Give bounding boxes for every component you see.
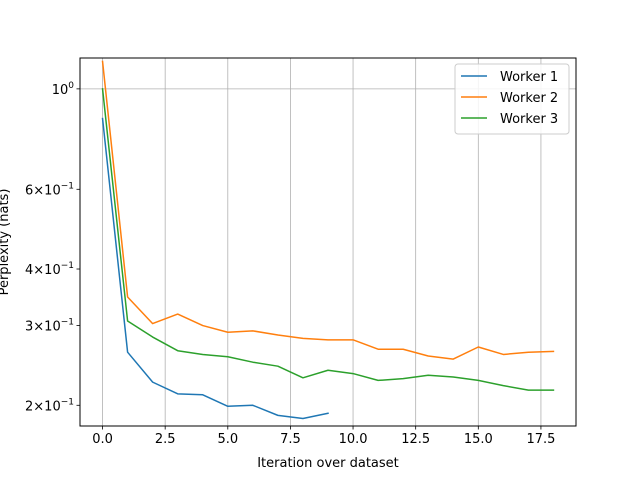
x-tick-label: 10.0 — [339, 432, 368, 447]
x-axis-label: Iteration over dataset — [257, 456, 399, 471]
x-tick-label: 15.0 — [464, 432, 493, 447]
y-tick-label: 3×10−1 — [25, 318, 74, 335]
legend-label: Worker 2 — [500, 91, 558, 106]
y-tick-label: 2×10−1 — [25, 397, 74, 414]
y-axis-label: Perplexity (nats) — [0, 189, 12, 296]
x-tick-label: 2.5 — [155, 432, 176, 447]
y-tick-label: 100 — [52, 81, 75, 98]
x-tick-label: 17.5 — [526, 432, 555, 447]
series-line-worker-1 — [101, 117, 329, 420]
legend-label: Worker 1 — [500, 70, 558, 85]
legend: Worker 1 Worker 2 Worker 3 — [454, 63, 570, 135]
axes-frame — [79, 57, 577, 427]
y-tick-label: 6×10−1 — [25, 181, 74, 198]
legend-label: Worker 3 — [500, 112, 558, 127]
data-series — [101, 60, 555, 420]
series-line-worker-3 — [101, 88, 555, 391]
series-line-worker-2 — [101, 60, 555, 360]
x-tick-label: 7.5 — [280, 432, 301, 447]
x-tick-label: 12.5 — [401, 432, 430, 447]
y-tick-label: 4×10−1 — [25, 261, 74, 278]
x-axis-ticks: 0.0 2.5 5.0 7.5 10.0 12.5 15.0 17.5 — [92, 426, 555, 447]
y-axis-ticks: 2×10−1 3×10−1 4×10−1 6×10−1 100 — [25, 81, 80, 414]
x-tick-label: 0.0 — [92, 432, 113, 447]
legend-box — [454, 63, 570, 135]
x-tick-label: 5.0 — [217, 432, 238, 447]
